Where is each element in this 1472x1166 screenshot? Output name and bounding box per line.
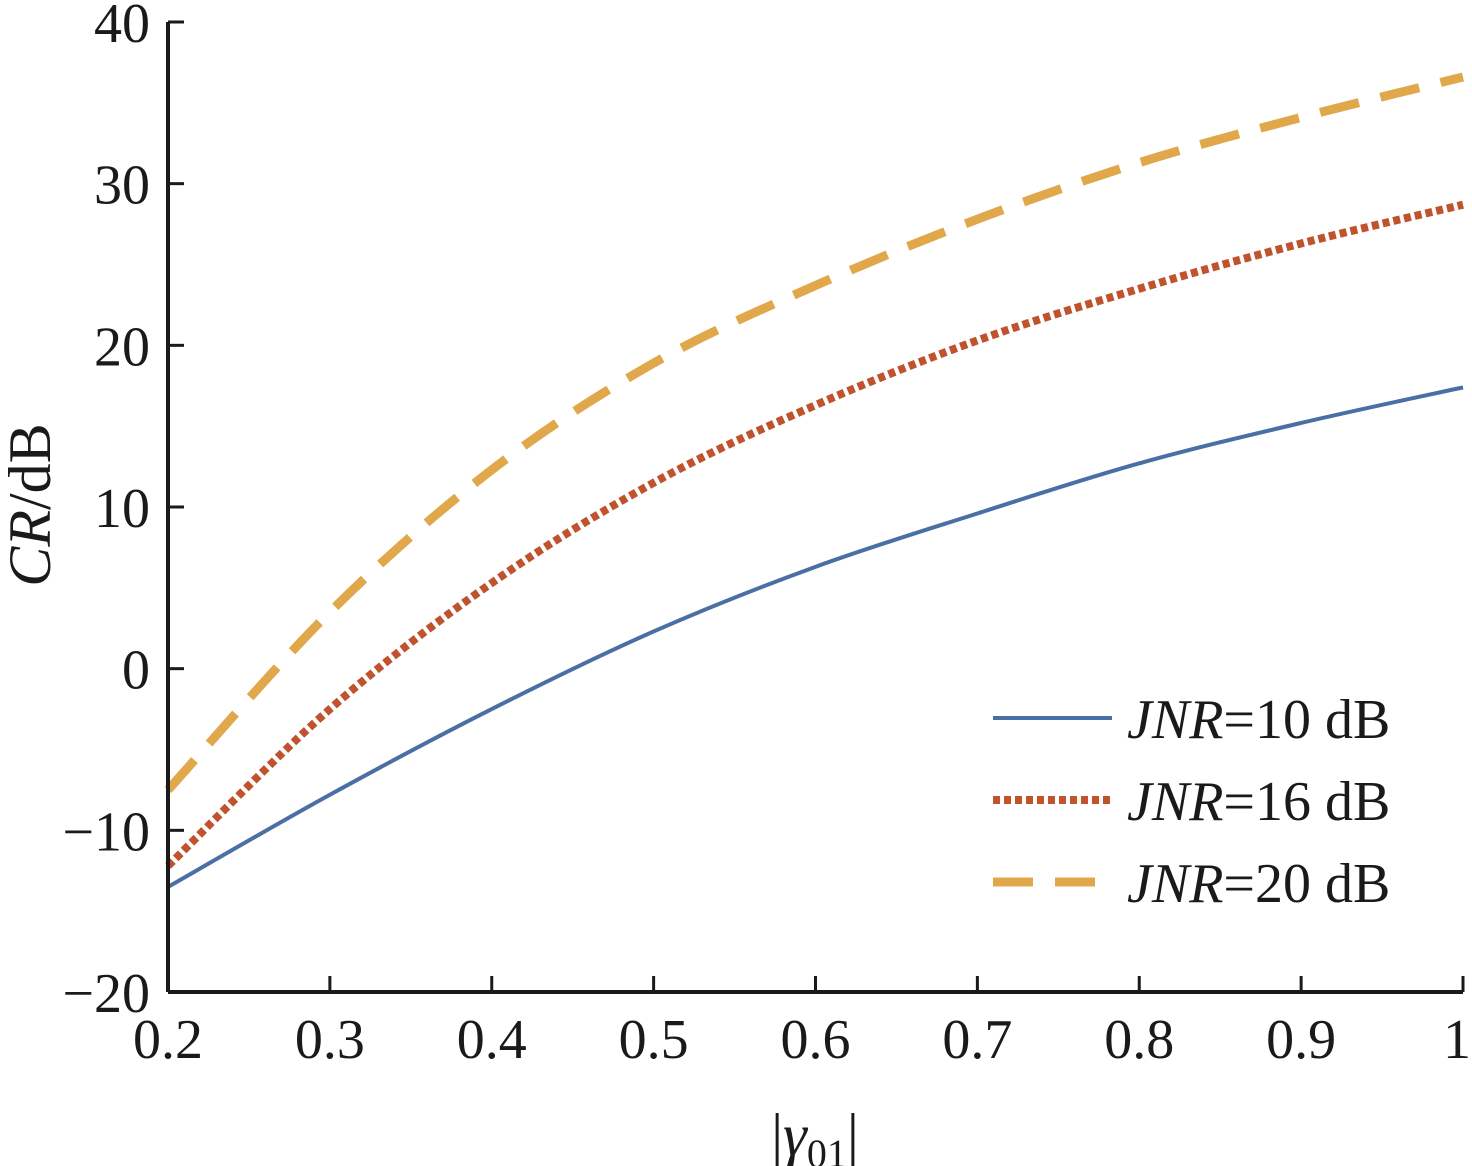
y-ticks: −20 −10 0 10 20 30 40: [62, 0, 184, 1025]
y-tick-label: −20: [62, 963, 150, 1025]
x-tick-label: 0.7: [942, 1009, 1012, 1071]
legend: JNR=10 dB JNR=16 dB JNR=20 dB: [993, 689, 1390, 915]
x-axis-label: |γ01|: [771, 1102, 859, 1166]
y-axis-label: CR/dB: [0, 423, 63, 586]
series-line-3: [164, 72, 1465, 793]
x-ticks: 0.2 0.3 0.4 0.5 0.6 0.7 0.8 0.9 1: [133, 976, 1471, 1071]
y-tick-label: 0: [122, 640, 150, 702]
y-tick-label: 10: [94, 478, 150, 540]
x-tick-label: 0.9: [1266, 1009, 1336, 1071]
x-tick-label: 0.4: [457, 1009, 527, 1071]
series-line-2: [165, 200, 1464, 869]
y-tick-label: 40: [94, 0, 150, 55]
series-layer: [164, 72, 1465, 889]
legend-label-3: JNR=20 dB: [1127, 853, 1390, 915]
y-tick-label: −10: [62, 801, 150, 863]
y-tick-label: 30: [94, 155, 150, 217]
x-tick-label: 0.3: [295, 1009, 365, 1071]
legend-label-2: JNR=16 dB: [1127, 771, 1390, 833]
legend-label-1: JNR=10 dB: [1127, 689, 1390, 751]
x-tick-label: 1: [1443, 1009, 1471, 1071]
x-tick-label: 0.5: [619, 1009, 689, 1071]
series-line-1: [167, 385, 1464, 889]
y-tick-label: 20: [94, 316, 150, 378]
x-tick-label: 0.6: [781, 1009, 851, 1071]
axes-layer: [166, 22, 1463, 994]
x-tick-label: 0.2: [133, 1009, 203, 1071]
x-tick-label: 0.8: [1104, 1009, 1174, 1071]
